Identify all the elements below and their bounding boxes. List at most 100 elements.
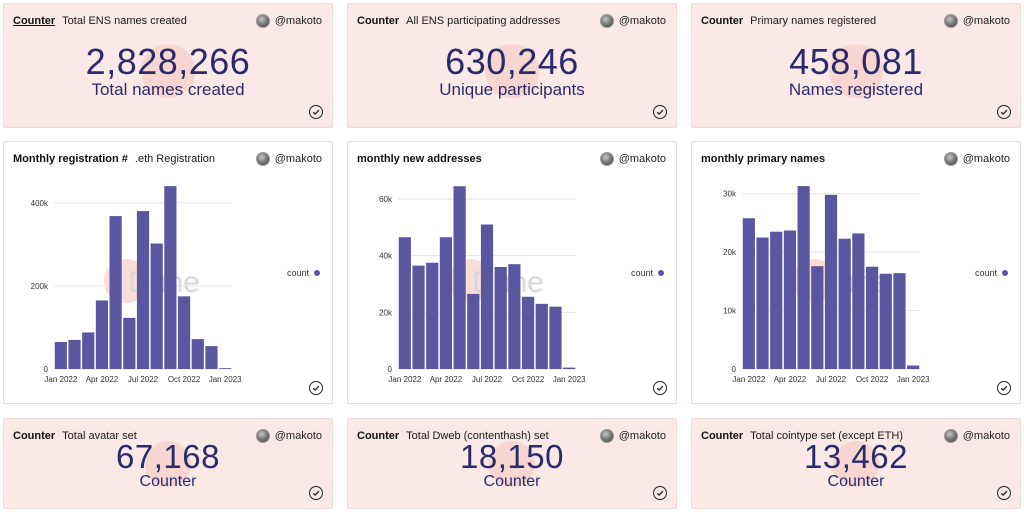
legend-label: count [631, 268, 654, 278]
card-title: Total cointype set (except ETH) [750, 430, 904, 442]
bar[interactable] [549, 306, 562, 369]
bar[interactable] [412, 265, 425, 369]
bar[interactable] [453, 186, 466, 369]
bar[interactable] [136, 211, 150, 369]
bar[interactable] [191, 339, 204, 369]
counter-kind-link[interactable]: Counter [701, 430, 744, 442]
legend-dot [658, 270, 665, 276]
card-header: Counter Primary names registered @makoto [701, 13, 1010, 29]
x-tick-label: Apr 2022 [86, 375, 119, 384]
check-circle-icon [653, 486, 667, 500]
bar[interactable] [811, 266, 824, 369]
bar[interactable] [783, 230, 797, 369]
bar[interactable] [521, 296, 535, 369]
counter-body: 67,168 Counter [4, 440, 332, 491]
author-name: @makoto [274, 153, 322, 165]
chart-title[interactable]: monthly primary names [701, 153, 826, 165]
author-name: @makoto [962, 153, 1010, 165]
author-link[interactable]: @makoto [255, 152, 322, 166]
bar[interactable] [742, 218, 755, 369]
bar[interactable] [563, 367, 576, 369]
counter-kind-link[interactable]: Counter [13, 15, 56, 27]
avatar [255, 14, 270, 28]
bar[interactable] [756, 237, 769, 369]
y-tick-label: 20k [379, 308, 393, 317]
counter-body: 13,462 Counter [692, 438, 1020, 491]
bar[interactable] [164, 186, 177, 369]
avatar [255, 429, 270, 443]
x-tick-label: Jul 2022 [472, 375, 503, 384]
card-title: Total Dweb (contenthash) set [406, 430, 549, 442]
bar[interactable] [82, 332, 95, 369]
bar[interactable] [480, 224, 494, 370]
card-header: Counter Total avatar set @makoto [13, 428, 322, 444]
counter-card-dweb: Counter Total Dweb (contenthash) set @ma… [347, 418, 677, 509]
counter-value: 13,462 [804, 438, 908, 475]
x-tick-label: Oct 2022 [168, 375, 201, 384]
bar[interactable] [535, 303, 548, 369]
bar[interactable] [426, 262, 439, 369]
author-link[interactable]: @makoto [255, 14, 322, 28]
chart-subtitle: .eth Registration [134, 153, 216, 165]
bar[interactable] [219, 368, 232, 369]
check-circle-icon [997, 105, 1011, 119]
bar[interactable] [824, 194, 838, 369]
bar[interactable] [893, 273, 906, 369]
y-tick-label: 20k [723, 248, 737, 257]
bar[interactable] [439, 237, 453, 369]
counter-kind-link[interactable]: Counter [357, 430, 400, 442]
bar[interactable] [177, 296, 191, 369]
chart-title[interactable]: monthly new addresses [357, 153, 482, 165]
y-tick-label: 10k [723, 307, 737, 316]
bar[interactable] [770, 231, 783, 369]
counter-card-cointype: Counter Total cointype set (except ETH) … [691, 418, 1021, 509]
bar[interactable] [68, 339, 81, 369]
bar[interactable] [205, 346, 218, 369]
bar[interactable] [879, 273, 892, 369]
author-link[interactable]: @makoto [599, 429, 666, 443]
bar[interactable] [797, 186, 810, 369]
chart-title[interactable]: Monthly registration # [13, 153, 128, 165]
bar[interactable] [123, 317, 136, 369]
dune-logo-watermark [833, 441, 879, 487]
author-link[interactable]: @makoto [943, 14, 1010, 28]
bar[interactable] [907, 365, 920, 369]
bar[interactable] [508, 264, 521, 369]
bar[interactable] [494, 267, 507, 369]
counter-kind-link[interactable]: Counter [13, 430, 56, 442]
author-link[interactable]: @makoto [599, 152, 666, 166]
bar[interactable] [865, 266, 879, 369]
bar[interactable] [150, 243, 163, 369]
y-tick-label: 0 [732, 365, 737, 374]
author-link[interactable]: @makoto [943, 429, 1010, 443]
chart-legend: count [975, 268, 1009, 278]
card-header: Counter Total ENS names created @makoto [13, 13, 322, 29]
counter-kind-link[interactable]: Counter [357, 15, 400, 27]
counter-value: 630,246 [445, 41, 579, 82]
counter-body: 630,246 Unique participants [348, 44, 676, 100]
avatar [943, 152, 958, 166]
author-link[interactable]: @makoto [943, 152, 1010, 166]
bar[interactable] [467, 293, 480, 369]
bar[interactable] [852, 233, 865, 369]
card-header: Counter Total cointype set (except ETH) … [701, 428, 1010, 444]
bar[interactable] [398, 237, 411, 369]
card-header: Counter All ENS participating addresses … [357, 13, 666, 29]
dune-logo-watermark [485, 44, 539, 98]
x-tick-label: Jan 2022 [388, 375, 421, 384]
x-tick-label: Jan 2023 [897, 375, 930, 384]
author-link[interactable]: @makoto [255, 429, 322, 443]
bar[interactable] [838, 238, 851, 369]
bar[interactable] [54, 341, 67, 369]
y-tick-label: 60k [379, 195, 393, 204]
author-link[interactable]: @makoto [599, 14, 666, 28]
card-header: monthly new addresses @makoto [357, 151, 666, 167]
bar[interactable] [95, 300, 109, 369]
counter-kind-link[interactable]: Counter [701, 15, 744, 27]
bar[interactable] [109, 216, 122, 369]
author-name: @makoto [962, 15, 1010, 27]
counter-card-participants: Counter All ENS participating addresses … [347, 3, 677, 128]
counter-value: 458,081 [789, 41, 923, 82]
